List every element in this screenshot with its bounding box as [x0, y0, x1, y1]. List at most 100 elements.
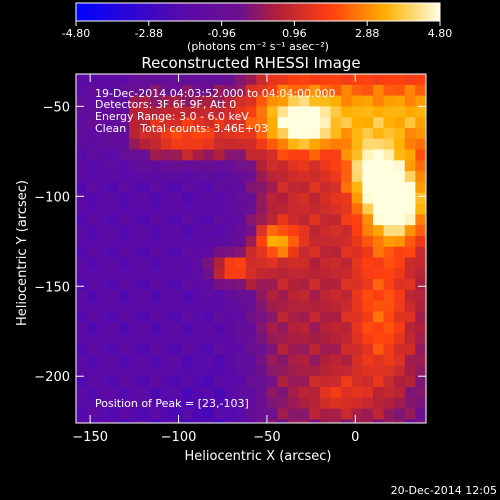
heatmap-cell	[97, 300, 109, 313]
heatmap-cell	[351, 246, 363, 259]
heatmap-cell	[341, 149, 353, 161]
heatmap-cell	[160, 225, 173, 237]
heatmap-cell	[129, 300, 141, 313]
heatmap-cell	[171, 214, 183, 226]
heatmap-cell	[118, 419, 130, 423]
heatmap-cell	[76, 95, 88, 107]
heatmap-cell	[351, 408, 363, 420]
heatmap-cell	[76, 354, 88, 367]
heatmap-cell	[76, 300, 88, 313]
heatmap-cell	[383, 268, 395, 280]
heatmap-cell	[213, 365, 226, 377]
heatmap-cell	[341, 343, 353, 356]
heatmap-cell	[203, 289, 215, 302]
heatmap-cell	[362, 225, 374, 237]
heatmap-cell	[150, 95, 162, 107]
heatmap-cell	[309, 246, 321, 259]
heatmap-cell	[266, 333, 279, 345]
heatmap-cell	[76, 127, 88, 140]
heatmap-cell	[203, 74, 215, 86]
heatmap-cell	[415, 300, 426, 313]
heatmap-cell	[288, 419, 300, 423]
heatmap-cell	[372, 322, 385, 334]
heatmap-cell	[256, 225, 268, 237]
heatmap-cell	[309, 95, 321, 107]
heatmap-cell	[203, 225, 215, 237]
heatmap-cell	[319, 354, 332, 367]
heatmap-cell	[139, 279, 151, 291]
heatmap-cell	[213, 268, 226, 280]
heatmap-cell	[351, 74, 363, 86]
heatmap-cell	[394, 225, 406, 237]
heatmap-cell	[341, 192, 353, 205]
heatmap-cell	[76, 171, 88, 183]
heatmap-cell	[139, 257, 151, 269]
heatmap-cell	[224, 160, 236, 172]
heatmap-cell	[150, 387, 162, 399]
heatmap-cell	[256, 160, 268, 172]
heatmap-cell	[150, 333, 162, 345]
heatmap-cell	[118, 268, 130, 280]
heatmap-cell	[213, 74, 226, 86]
heatmap-cell	[415, 257, 426, 269]
heatmap-cell	[362, 376, 374, 388]
heatmap-cell	[107, 333, 120, 345]
colorbar-tick-label: 2.88	[355, 27, 380, 40]
heatmap-cell	[404, 192, 416, 205]
heatmap-cell	[107, 84, 120, 97]
heatmap-cell	[372, 160, 385, 172]
heatmap-cell	[192, 397, 204, 410]
heatmap-cell	[118, 257, 130, 269]
heatmap-cell	[182, 138, 194, 151]
heatmap-cell	[118, 225, 130, 237]
heatmap-cell	[118, 279, 130, 291]
heatmap-cell	[309, 343, 321, 356]
heatmap-cell	[118, 138, 130, 151]
heatmap-cell	[298, 235, 310, 248]
heatmap-cell	[139, 311, 151, 323]
heatmap-cell	[203, 149, 215, 161]
heatmap-cell	[383, 419, 395, 423]
heatmap-cell	[97, 397, 109, 410]
heatmap-cell	[277, 289, 289, 302]
heatmap-cell	[330, 419, 342, 423]
heatmap-cell	[97, 246, 109, 259]
heatmap-cell	[256, 257, 268, 269]
heatmap-cell	[362, 419, 374, 423]
heatmap-cell	[372, 106, 385, 118]
heatmap-cell	[319, 343, 332, 356]
heatmap-cell	[256, 268, 268, 280]
heatmap-cell	[309, 74, 321, 86]
heatmap-cell	[277, 279, 289, 291]
heatmap-cell	[383, 117, 395, 129]
annotation-detectors: Detectors: 3F 6F 9F, Att 0	[95, 98, 236, 111]
heatmap-cell	[383, 289, 395, 302]
heatmap-cell	[224, 84, 236, 97]
heatmap-cell	[341, 397, 353, 410]
heatmap-cell	[309, 354, 321, 367]
heatmap-cell	[351, 279, 363, 291]
heatmap-cell	[404, 84, 416, 97]
heatmap-cell	[76, 387, 88, 399]
heatmap-cell	[319, 149, 332, 161]
heatmap-cell	[224, 149, 236, 161]
heatmap-cell	[319, 419, 332, 423]
heatmap-cell	[139, 322, 151, 334]
heatmap-cell	[245, 203, 257, 215]
colorbar-tick-label: -2.88	[135, 27, 163, 40]
heatmap-cell	[394, 343, 406, 356]
heatmap-cell	[235, 203, 247, 215]
heatmap-cell	[383, 149, 395, 161]
heatmap-cell	[298, 300, 310, 313]
heatmap-cell	[139, 106, 151, 118]
heatmap-cell	[235, 235, 247, 248]
heatmap-cell	[288, 181, 300, 194]
heatmap-cell	[309, 214, 321, 226]
heatmap-cell	[118, 289, 130, 302]
heatmap-cell	[192, 203, 204, 215]
heatmap-cell	[362, 160, 374, 172]
heatmap-cell	[245, 257, 257, 269]
heatmap-cell	[319, 171, 332, 183]
heatmap-cell	[150, 289, 162, 302]
heatmap-cell	[235, 192, 247, 205]
